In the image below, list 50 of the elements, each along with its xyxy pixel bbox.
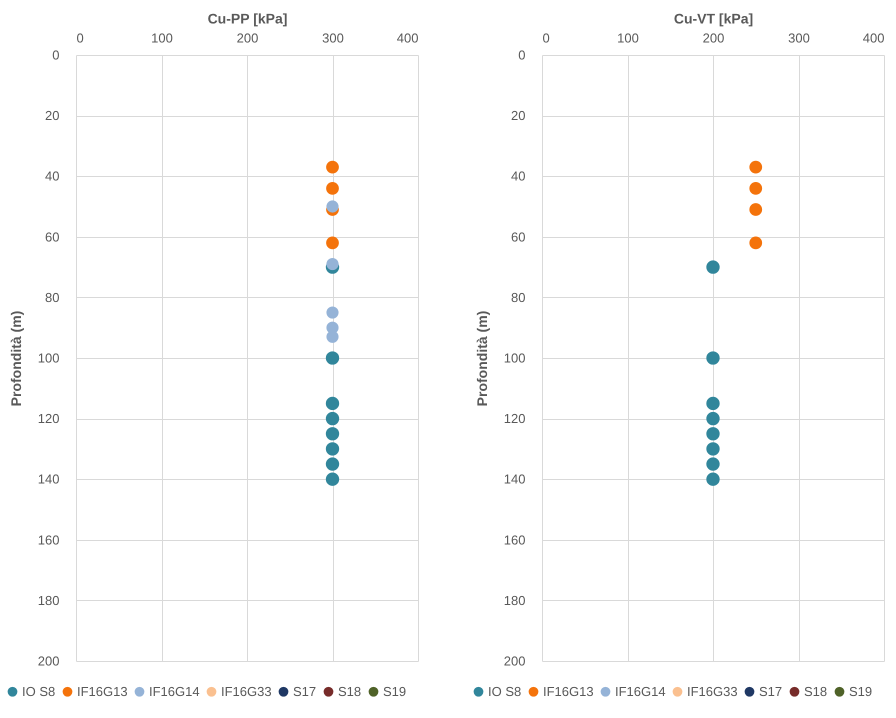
x-tick-label: 400 [396,30,418,46]
x-tick-label: 300 [322,30,344,46]
y-tick-label: 20 [45,108,60,124]
legend-label: S17 [293,684,316,699]
y-tick-label: 180 [38,592,60,608]
y-tick-label: 60 [45,229,60,244]
legend-label: IF16G14 [149,684,200,699]
y-axis-title: Profondità (m) [8,310,24,406]
y-tick-label: 140 [38,472,60,487]
legend-label: IF16G33 [221,684,272,699]
legend-label: IO S8 [22,684,56,699]
y-tick-label: 120 [38,411,60,426]
y-tick-label: 80 [45,290,60,305]
y-tick-label: 100 [504,350,526,366]
y-tick-label: 200 [504,654,526,668]
x-tick-label: 0 [542,30,550,46]
y-tick-label: 0 [52,48,60,62]
x-tick-label: 100 [617,30,639,46]
x-tick-label: 200 [702,30,724,46]
legend-label: IF16G13 [543,684,594,699]
x-tick-label: 200 [236,30,258,46]
y-tick-label: 100 [38,350,60,366]
legend-label: S19 [849,684,872,699]
x-axis-title: Cu-VT [kPa] [674,10,754,26]
legend-label: S18 [804,684,828,699]
legend-label: IF16G13 [77,684,128,699]
y-tick-label: 20 [511,108,526,124]
y-tick-label: 80 [511,290,526,305]
legend-label: IF16G33 [687,684,738,699]
y-tick-label: 200 [38,654,60,668]
y-tick-label: 160 [38,532,60,548]
legend-label: IF16G14 [615,684,666,699]
x-tick-label: 0 [76,30,84,46]
x-axis-title: Cu-PP [kPa] [208,10,288,26]
x-tick-label: 300 [788,30,810,46]
y-axis-title: Profondità (m) [474,310,490,406]
y-tick-label: 40 [45,168,60,184]
y-tick-label: 40 [511,168,526,184]
legend-label: S17 [759,684,782,699]
x-tick-label: 400 [862,30,884,46]
x-tick-label: 100 [151,30,173,46]
y-tick-label: 180 [504,592,526,608]
y-tick-label: 120 [504,411,526,426]
legend-label: IO S8 [488,684,522,699]
legend-label: S18 [338,684,362,699]
y-tick-label: 160 [504,532,526,548]
legend-label: S19 [383,684,406,699]
y-tick-label: 60 [511,229,526,244]
y-tick-label: 140 [504,472,526,487]
y-tick-label: 0 [518,48,526,62]
